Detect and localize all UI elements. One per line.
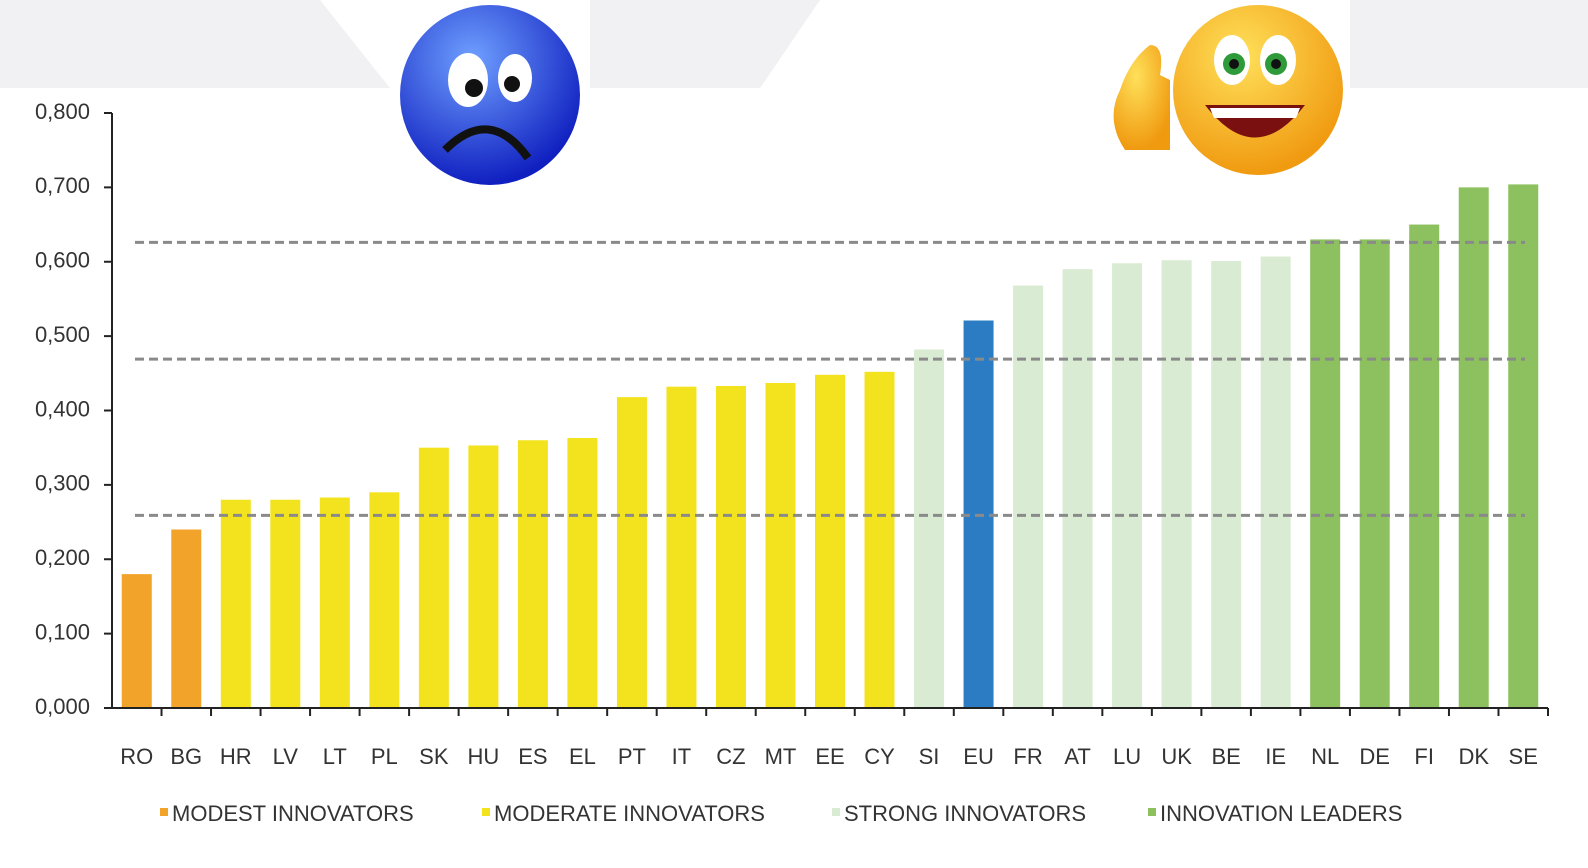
y-tick-label: 0,800 [35,99,90,124]
bar [171,529,202,708]
bar [1161,260,1192,708]
x-tick-label: MT [765,744,797,769]
x-tick-label: PT [618,744,646,769]
sad-face-icon [400,5,580,185]
y-tick-label: 0,300 [35,471,90,496]
x-tick-label: PL [371,744,398,769]
bar [1013,285,1044,708]
x-tick-label: LT [323,744,347,769]
x-tick-label: ES [518,744,547,769]
y-tick-label: 0,000 [35,694,90,719]
x-tick-label: HU [467,744,499,769]
y-tick-label: 0,100 [35,619,90,644]
bar [1211,261,1242,708]
bar [815,374,845,708]
x-tick-label: EL [569,744,596,769]
x-tick-label: RO [120,744,153,769]
bar [1310,239,1341,708]
legend-swatch [482,808,490,816]
y-tick-label: 0,600 [35,248,90,273]
bar [666,386,697,708]
y-tick-label: 0,700 [35,173,90,198]
x-tick-label: UK [1161,744,1192,769]
bar [1508,184,1539,708]
x-tick-label: SE [1509,744,1538,769]
bar [319,497,350,708]
x-tick-label: LU [1113,744,1141,769]
bar [1409,224,1440,708]
bar [369,492,400,708]
x-tick-label: CY [864,744,895,769]
x-tick-label: BG [170,744,202,769]
x-tick-label: NL [1311,744,1339,769]
x-tick-label: FI [1414,744,1434,769]
bar [220,499,251,708]
bar [1359,239,1390,708]
happy-face-icon [1113,5,1343,175]
bar [765,382,796,708]
bar [914,349,945,708]
bar [270,499,301,708]
bar [468,445,499,708]
x-tick-label: IE [1265,744,1286,769]
x-tick-label: DE [1359,744,1390,769]
bar [517,440,548,708]
x-tick-label: LV [273,744,299,769]
bar [1260,256,1291,708]
x-tick-label: EE [815,744,844,769]
x-tick-label: HR [220,744,252,769]
y-tick-label: 0,400 [35,396,90,421]
x-tick-label: SK [419,744,449,769]
y-tick-label: 0,200 [35,545,90,570]
bar [1112,263,1143,708]
bar [1458,187,1489,708]
x-tick-label: AT [1064,744,1090,769]
legend-label: MODEST INNOVATORS [172,801,414,826]
legend-swatch [832,808,840,816]
bar [616,397,647,708]
x-tick-label: FR [1013,744,1042,769]
legend-swatch [160,808,168,816]
x-tick-label: SI [919,744,940,769]
bar [418,447,449,708]
bar [121,574,152,708]
legend-label: MODERATE INNOVATORS [494,801,765,826]
x-tick-label: DK [1458,744,1489,769]
slide-background [0,0,1588,88]
x-tick-label: BE [1211,744,1240,769]
x-tick-label: EU [963,744,994,769]
bar [567,438,598,708]
x-tick-label: IT [672,744,692,769]
bar [715,385,746,708]
bar [1062,269,1093,708]
x-tick-label: CZ [716,744,745,769]
legend-label: STRONG INNOVATORS [844,801,1086,826]
bar [864,371,895,708]
legend-swatch [1148,808,1156,816]
legend-label: INNOVATION LEADERS [1160,801,1402,826]
y-tick-label: 0,500 [35,322,90,347]
